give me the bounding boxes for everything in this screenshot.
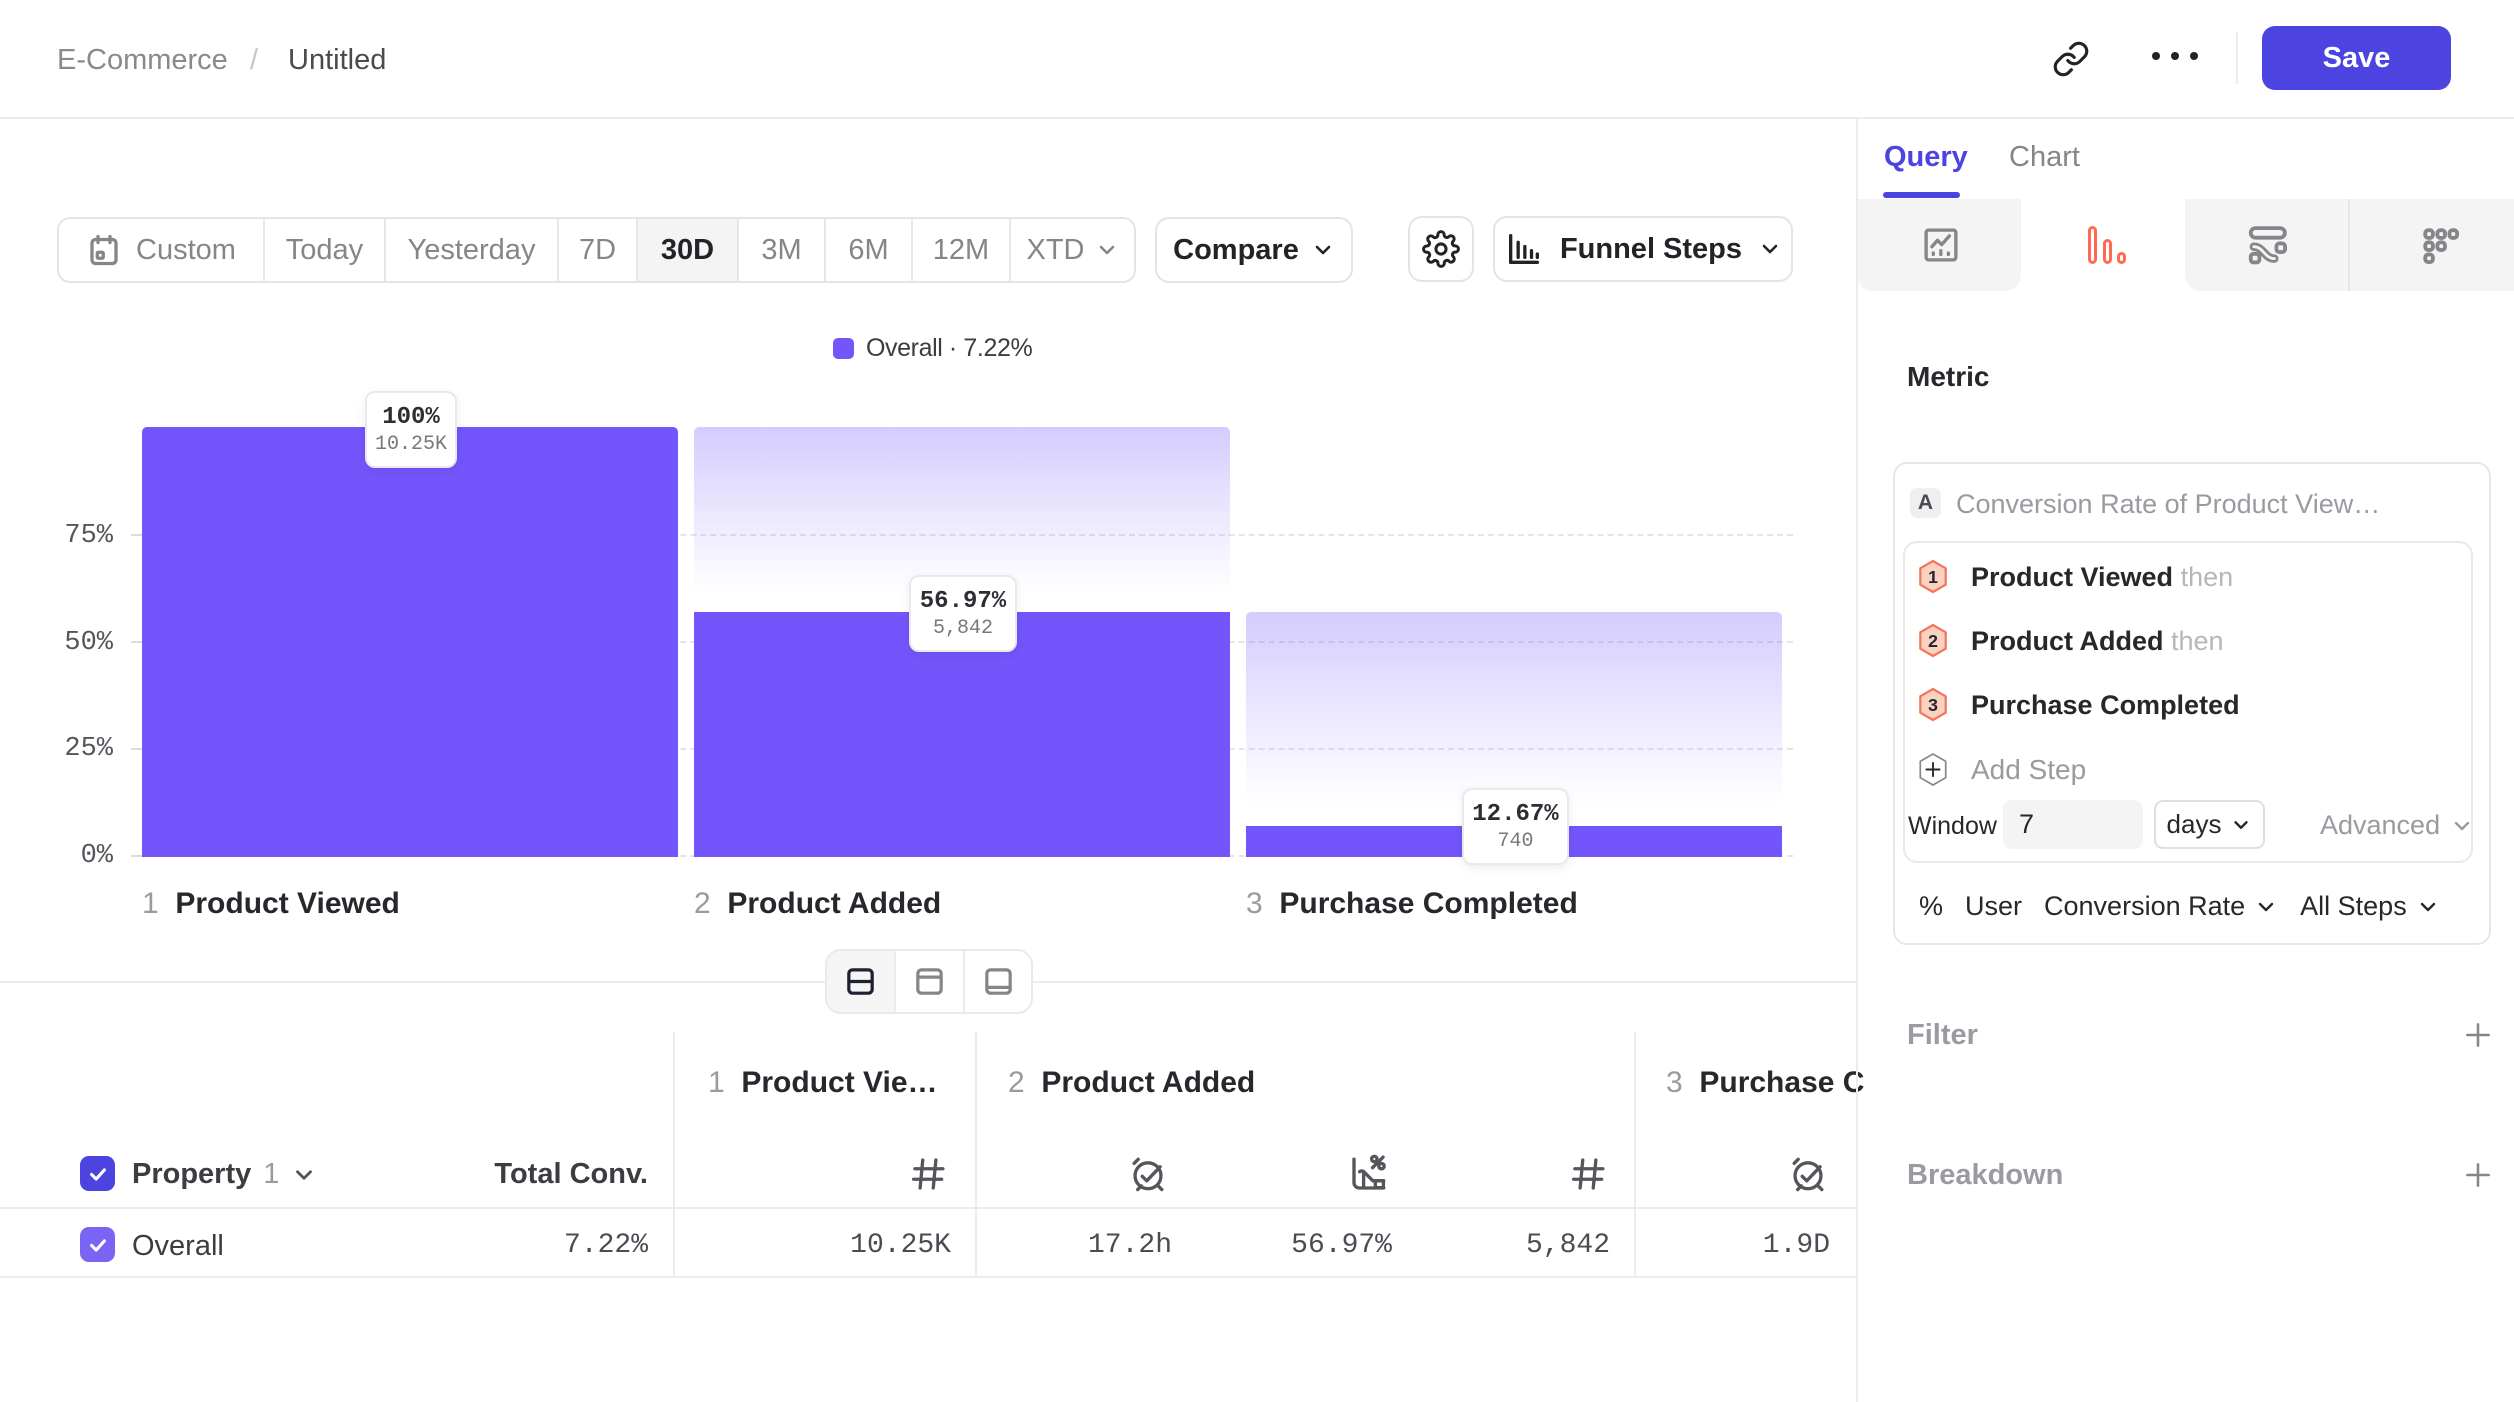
svg-text:1: 1: [1928, 567, 1938, 587]
svg-text:2: 2: [1928, 631, 1938, 651]
svg-text:3: 3: [1928, 695, 1938, 715]
